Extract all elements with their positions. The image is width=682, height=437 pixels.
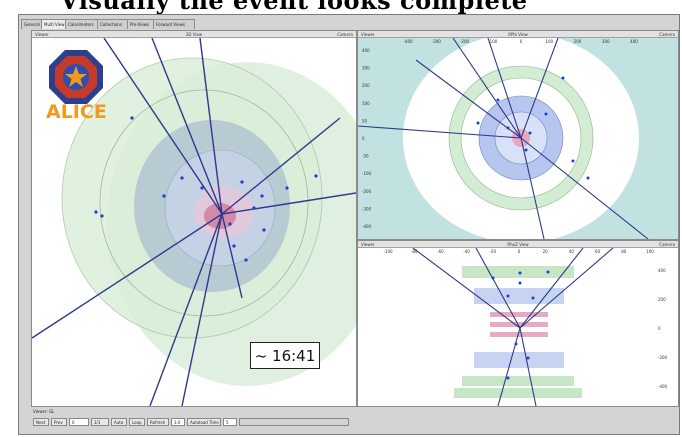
loop-button[interactable]: Loop xyxy=(129,418,145,426)
rphi-x-tick-label: -400 xyxy=(403,39,413,44)
rphi-x-tick-label: -300 xyxy=(432,39,442,44)
rphi-y-tick-label: -400 xyxy=(362,224,372,229)
rphi-x-tick-label: 100 xyxy=(545,39,553,44)
rphi-y-tick-label: -50 xyxy=(362,154,369,159)
event-count: 1/1 xyxy=(91,418,109,426)
rhoz-y-tick-label: 0 xyxy=(658,326,661,331)
rhoz-x-tick-label: -40 xyxy=(463,249,470,254)
status-bar: Viewer: GL Next Prev 0 1/1 Auto Loop Ref… xyxy=(19,407,679,434)
event-time-label: ~ 16:41 xyxy=(250,342,320,369)
event-number-input[interactable]: 0 xyxy=(69,418,89,426)
refresh-interval-input[interactable]: 3.0 xyxy=(171,418,185,426)
view-rphi-canvas[interactable]: -400 -300 -200 -100 0 100 200 300 400 400 300 200 1… xyxy=(358,38,678,239)
tab-calorimeters[interactable]: Calorimeters xyxy=(65,19,101,29)
rphi-y-tick-label: 300 xyxy=(362,66,370,71)
tab-forward-views[interactable]: Forward Views xyxy=(153,19,195,29)
rphi-x-tick-label: 200 xyxy=(574,39,582,44)
view-rphi[interactable]: Viewer RPhi View Camera -400 -300 -200 -100 0 1… xyxy=(357,30,679,240)
rphi-y-tick-label: 50 xyxy=(362,118,368,123)
view-rhoz-canvas[interactable]: -100 -80 -60 -40 -20 0 20 40 60 80 100 4002000-200… xyxy=(358,248,678,406)
rhoz-detector-bands xyxy=(454,266,582,398)
rhoz-x-tick-label: -60 xyxy=(437,249,444,254)
rphi-y-tick-label: -300 xyxy=(362,206,372,211)
autoload-time-label: Autoload Time xyxy=(187,418,221,426)
camera-button[interactable]: Camera xyxy=(337,32,353,37)
rhoz-x-tick-label: -100 xyxy=(383,249,393,254)
rphi-x-tick-label: -100 xyxy=(488,39,498,44)
rphi-y-tick-label: 0 xyxy=(362,136,365,141)
rhoz-hits xyxy=(491,270,550,380)
rphi-hits xyxy=(476,76,590,180)
refresh-button[interactable]: Refresh xyxy=(147,418,169,426)
rphi-y-tick-label: 400 xyxy=(362,48,370,53)
rhoz-y-tick-label: -400 xyxy=(658,384,668,389)
next-event-button[interactable]: Next xyxy=(33,418,49,426)
viewer-label: Viewer: GL xyxy=(33,409,55,414)
rhoz-tracks xyxy=(412,248,614,406)
rhoz-x-tick-label: 40 xyxy=(569,249,575,254)
rhoz-x-tick-label: 60 xyxy=(595,249,601,254)
rhoz-x-tick-label: 20 xyxy=(543,249,549,254)
tab-bar: General Multi View Calorimeters Collecti… xyxy=(19,17,679,30)
detector-ring xyxy=(99,89,309,317)
rhoz-y-tick-label: 400 xyxy=(658,268,666,273)
rhoz-x-tick-label: 0 xyxy=(518,249,521,254)
view-3d-canvas[interactable] xyxy=(32,38,356,406)
view-3d-title: Viewer 3D View Camera xyxy=(32,31,356,38)
rhoz-y-tick-label: -200 xyxy=(658,355,668,360)
rhoz-y-tick-label: 200 xyxy=(658,297,666,302)
svg-text:ALICE: ALICE xyxy=(46,101,107,120)
progress-field xyxy=(239,418,349,426)
rhoz-x-tick-label: -80 xyxy=(411,249,418,254)
rphi-x-tick-label: 300 xyxy=(602,39,610,44)
reconstructed-tracks xyxy=(32,38,356,406)
cluster-hits xyxy=(94,116,318,262)
caption-text: Visually the event looks complete xyxy=(60,0,528,15)
rhoz-x-tick-label: 80 xyxy=(621,249,627,254)
camera-button[interactable]: Camera xyxy=(659,242,675,247)
rphi-y-tick-label: -200 xyxy=(362,189,372,194)
rphi-tracks xyxy=(358,38,649,239)
alice-logo: ALICE xyxy=(45,48,107,123)
view-rphi-title: Viewer RPhi View Camera xyxy=(358,31,678,38)
alice-emblem-icon: ALICE xyxy=(46,50,107,123)
slide-caption: Visually the event looks complete xyxy=(0,0,682,16)
rphi-x-tick-label: -200 xyxy=(460,39,470,44)
view-rhoz[interactable]: Viewer RhoZ View Camera xyxy=(357,240,679,407)
rhoz-x-tick-label: 100 xyxy=(646,249,654,254)
rphi-y-tick-label: 200 xyxy=(362,83,370,88)
rphi-y-tick-label: 100 xyxy=(362,101,370,106)
tab-collections[interactable]: Collections xyxy=(97,19,131,29)
view-rhoz-title: Viewer RhoZ View Camera xyxy=(358,241,678,248)
event-display-window: General Multi View Calorimeters Collecti… xyxy=(18,14,680,435)
rphi-x-tick-label: 400 xyxy=(630,39,638,44)
rhoz-x-tick-label: -20 xyxy=(490,249,497,254)
autoload-time-input[interactable]: 5 xyxy=(223,418,237,426)
auto-button[interactable]: Auto xyxy=(111,418,127,426)
rphi-x-tick-label: 0 xyxy=(520,39,523,44)
rphi-y-tick-label: -100 xyxy=(362,171,372,176)
camera-button[interactable]: Camera xyxy=(659,32,675,37)
prev-event-button[interactable]: Prev xyxy=(51,418,67,426)
